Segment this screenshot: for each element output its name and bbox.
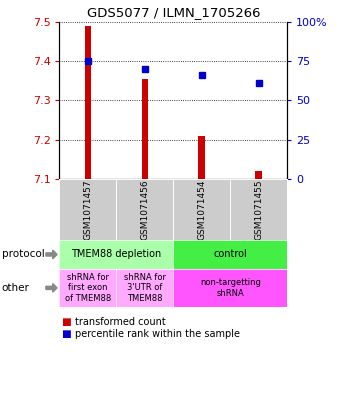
Bar	[255, 171, 262, 179]
Text: other: other	[2, 283, 30, 293]
Bar	[141, 79, 148, 179]
Title: GDS5077 / ILMN_1705266: GDS5077 / ILMN_1705266	[87, 6, 260, 19]
Text: shRNA for
first exon
of TMEM88: shRNA for first exon of TMEM88	[65, 273, 111, 303]
Text: GSM1071456: GSM1071456	[140, 179, 149, 240]
Text: percentile rank within the sample: percentile rank within the sample	[75, 329, 240, 339]
Text: shRNA for
3'UTR of
TMEM88: shRNA for 3'UTR of TMEM88	[124, 273, 166, 303]
Text: GSM1071457: GSM1071457	[84, 179, 92, 240]
Bar	[85, 26, 91, 179]
Text: TMEM88 depletion: TMEM88 depletion	[71, 250, 162, 259]
Text: control: control	[214, 250, 247, 259]
Text: GSM1071454: GSM1071454	[198, 179, 206, 239]
Text: GSM1071455: GSM1071455	[254, 179, 263, 240]
Text: protocol: protocol	[2, 250, 45, 259]
Text: ■: ■	[61, 329, 71, 339]
Text: non-targetting
shRNA: non-targetting shRNA	[200, 278, 261, 298]
Bar	[199, 136, 205, 179]
Text: ■: ■	[61, 317, 71, 327]
Text: transformed count: transformed count	[75, 317, 166, 327]
